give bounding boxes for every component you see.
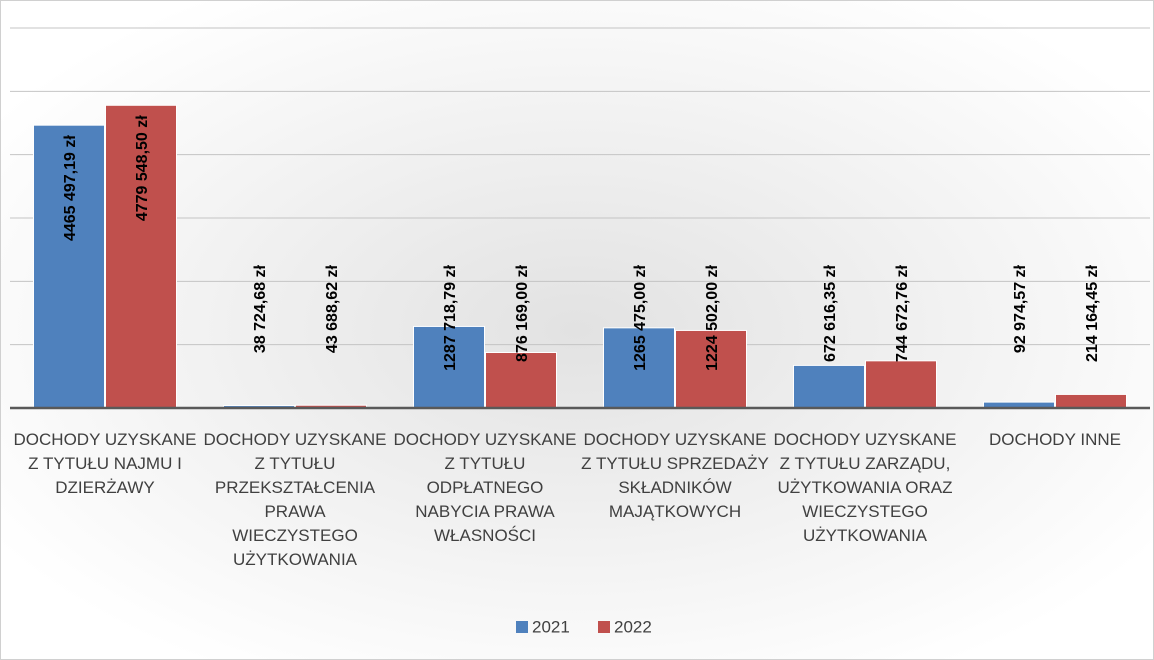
value-label: 92 974,57 zł [1012, 264, 1029, 353]
legend-label: 2021 [532, 617, 570, 636]
bar [793, 364, 865, 409]
value-label: 744 672,76 zł [894, 264, 911, 362]
x-tick-label: DOCHODY UZYSKANE Z TYTUŁU ODPŁATNEGO NAB… [393, 430, 577, 545]
value-label: 1287 718,79 zł [442, 264, 459, 370]
legend-swatch [516, 621, 528, 633]
value-label: 4465 497,19 zł [62, 135, 79, 241]
bar [1055, 393, 1127, 409]
value-label: 38 724,68 zł [252, 264, 269, 353]
legend-swatch [598, 621, 610, 633]
bar [485, 352, 557, 409]
bar [105, 104, 177, 409]
value-label: 4779 548,50 zł [134, 115, 151, 221]
value-label: 214 164,45 zł [1084, 264, 1101, 362]
x-tick-label: DOCHODY UZYSKANE Z TYTUŁU NAJMU I DZIERŻ… [13, 430, 197, 497]
value-label: 1224 502,00 zł [704, 264, 721, 370]
bar [33, 124, 105, 409]
x-tick-label: DOCHODY UZYSKANE Z TYTUŁU PRZEKSZTAŁCENI… [203, 430, 387, 569]
x-tick-label: DOCHODY UZYSKANE Z TYTUŁU SPRZEDAŻY SKŁA… [581, 430, 769, 521]
value-label: 672 616,35 zł [822, 264, 839, 362]
x-tick-label: DOCHODY UZYSKANE Z TYTUŁU ZARZĄDU, UŻYTK… [773, 430, 957, 545]
bar [675, 329, 747, 409]
bar [603, 327, 675, 409]
value-label: 43 688,62 zł [324, 264, 341, 353]
value-label: 1265 475,00 zł [632, 264, 649, 370]
legend-label: 2022 [614, 617, 652, 636]
bar [865, 360, 937, 409]
value-label: 876 169,00 zł [514, 264, 531, 362]
x-tick-label: DOCHODY INNE [989, 430, 1121, 449]
bar [413, 325, 485, 409]
